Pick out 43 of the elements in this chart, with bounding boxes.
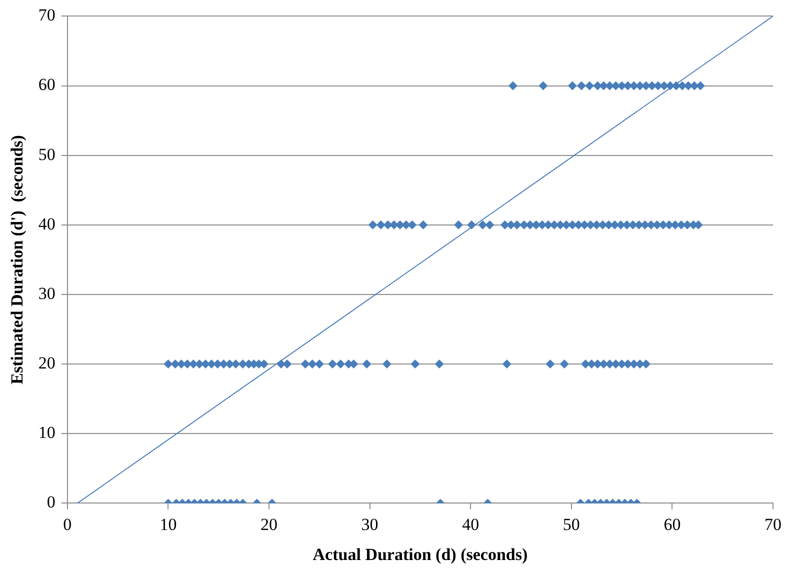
- point: [560, 360, 569, 369]
- point: [368, 220, 378, 230]
- point: [568, 81, 577, 90]
- x-tick-label: 10: [160, 514, 177, 534]
- point: [300, 360, 310, 369]
- x-tick-label: 70: [764, 514, 782, 534]
- point: [485, 220, 494, 230]
- y-tick-label: 50: [38, 144, 56, 164]
- point: [314, 360, 324, 369]
- point: [410, 360, 420, 369]
- y-tick-label: 70: [38, 6, 56, 25]
- y-axis-title: Estimated Duration (d') (seconds): [8, 135, 27, 384]
- x-axis-title: Actual Duration (d) (seconds): [312, 545, 528, 564]
- x-tick-label: 40: [462, 514, 480, 534]
- y-tick-label: 20: [38, 354, 56, 373]
- x-tick-label: 0: [63, 514, 72, 534]
- x-tick-label: 50: [562, 514, 580, 534]
- point: [376, 220, 386, 230]
- point: [585, 81, 594, 90]
- y-tick-label: 60: [38, 75, 56, 94]
- point: [336, 360, 346, 369]
- y-tick-label: 10: [38, 423, 56, 442]
- point: [328, 360, 338, 369]
- point: [362, 360, 372, 369]
- point: [454, 220, 464, 230]
- x-tick-label: 60: [664, 514, 681, 534]
- point: [418, 220, 428, 230]
- point: [538, 81, 548, 90]
- point: [546, 360, 555, 369]
- point: [382, 360, 392, 369]
- y-tick-label: 40: [38, 214, 56, 234]
- point: [508, 81, 518, 90]
- x-tick-label: 30: [361, 514, 378, 534]
- x-tick-label: 20: [260, 514, 278, 534]
- y-tick-label: 30: [38, 284, 56, 303]
- point: [164, 360, 173, 369]
- point: [467, 220, 476, 230]
- point: [434, 360, 444, 369]
- y-tick-label: 0: [46, 492, 56, 512]
- point: [502, 360, 512, 369]
- point: [576, 81, 586, 90]
- point: [478, 220, 488, 230]
- point: [308, 360, 317, 369]
